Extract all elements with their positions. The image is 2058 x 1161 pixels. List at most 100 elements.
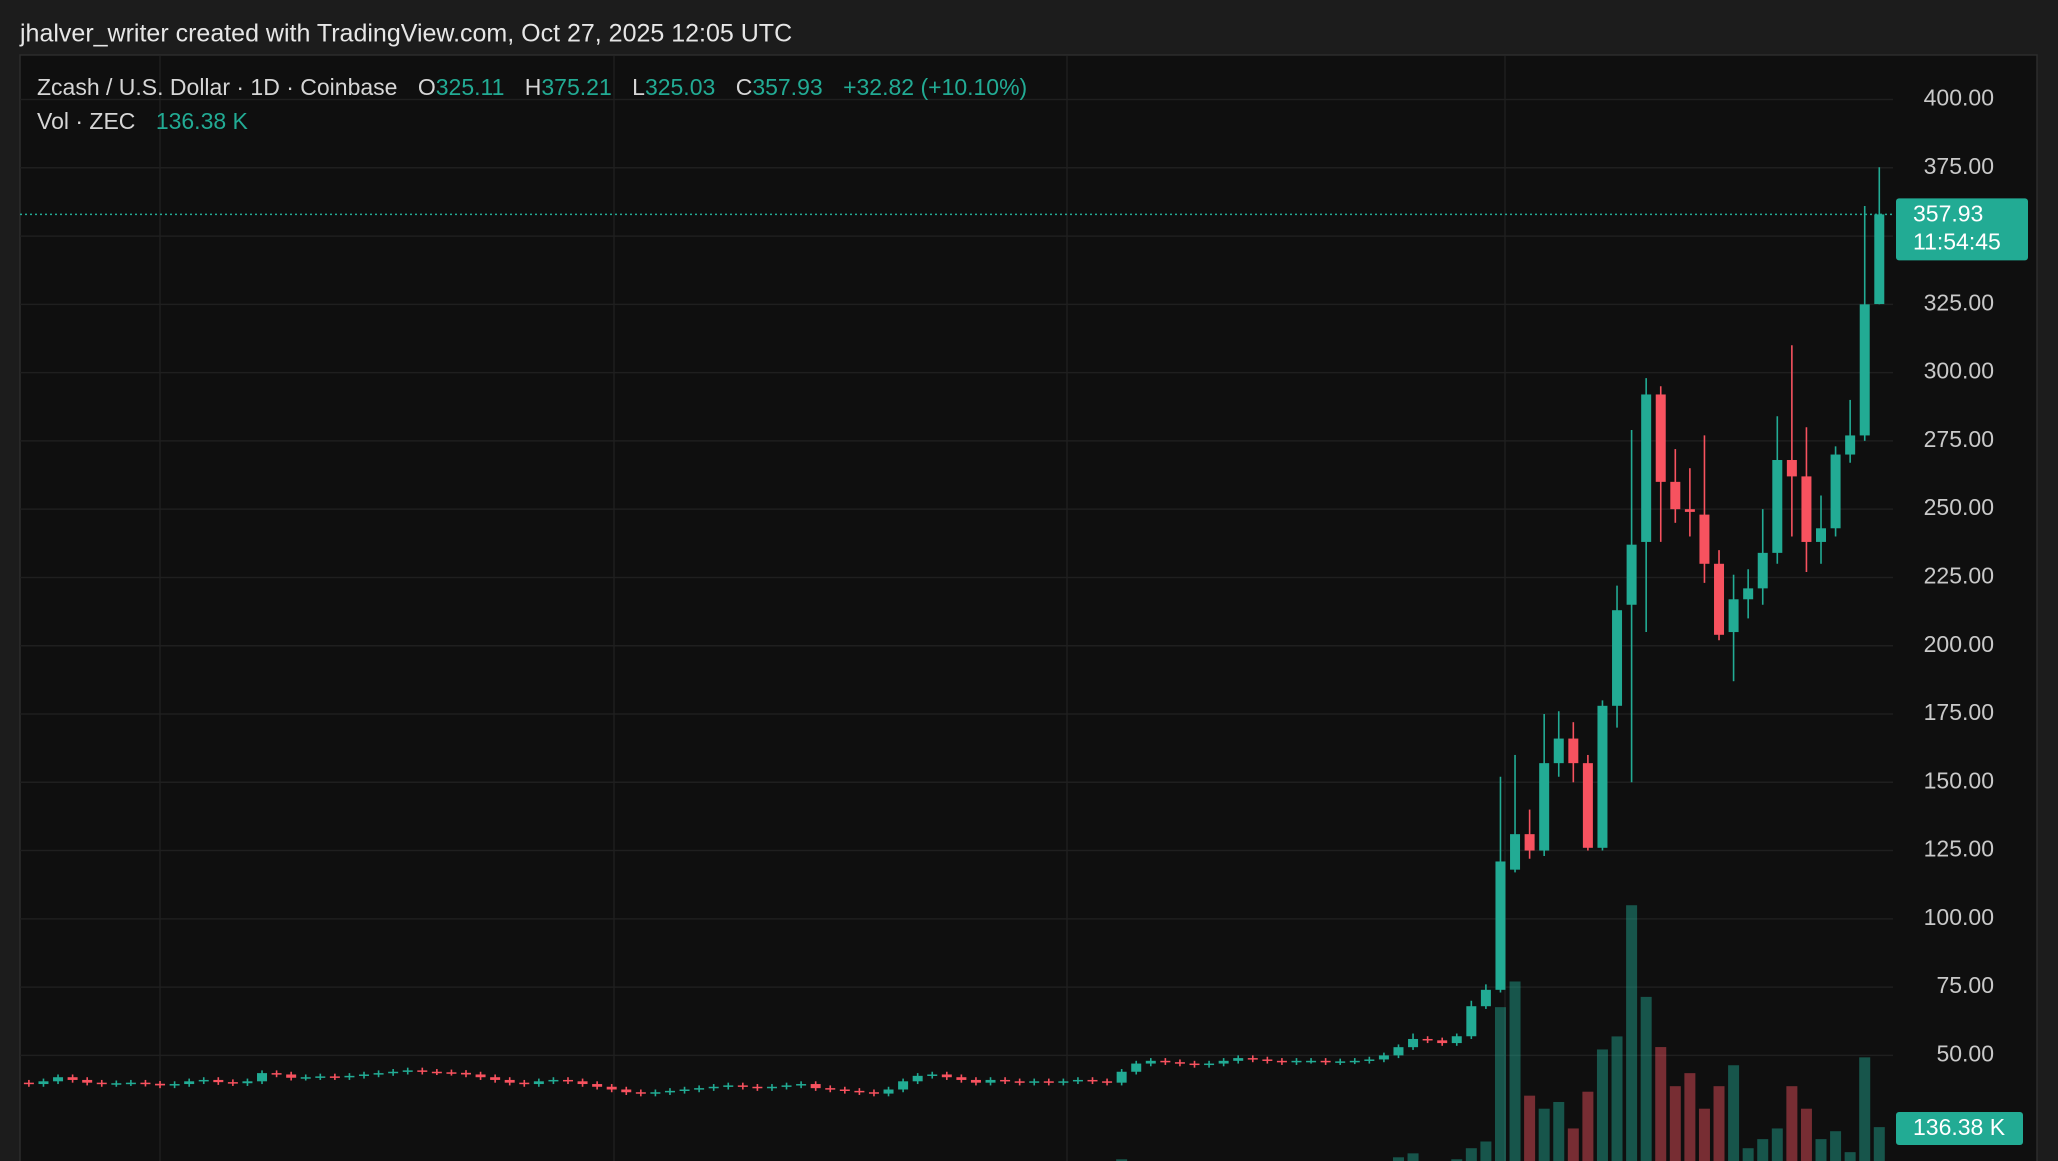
candle-body bbox=[825, 1088, 836, 1090]
volume-title: Vol · ZEC bbox=[37, 108, 135, 134]
candle-body bbox=[970, 1079, 981, 1083]
candle-body bbox=[1408, 1038, 1419, 1048]
candle-body bbox=[1393, 1047, 1404, 1056]
volume-bar bbox=[1669, 1086, 1681, 1161]
volume-bar bbox=[1116, 1159, 1128, 1161]
candle-body bbox=[883, 1089, 894, 1094]
y-tick-label: 75.00 bbox=[1936, 972, 1994, 998]
volume-bar bbox=[1655, 1047, 1667, 1161]
volume-bar bbox=[1538, 1108, 1550, 1161]
legend-letter: C bbox=[736, 74, 753, 100]
volume-bar bbox=[1713, 1086, 1725, 1161]
candle-body bbox=[490, 1077, 501, 1080]
legend-letter: O bbox=[418, 74, 436, 100]
candle-body bbox=[359, 1074, 370, 1076]
candle-body bbox=[1262, 1059, 1273, 1061]
volume-bar bbox=[1771, 1128, 1783, 1161]
candle-body bbox=[868, 1092, 879, 1094]
candle-body bbox=[431, 1071, 442, 1074]
price-tag-label: 357.93 bbox=[1913, 200, 1983, 226]
candle-body bbox=[1874, 214, 1885, 305]
candle-body bbox=[708, 1086, 719, 1089]
legend-low: 325.03 bbox=[645, 74, 715, 100]
volume-bar bbox=[1524, 1095, 1536, 1161]
candle-body bbox=[1553, 738, 1564, 764]
candle-body bbox=[796, 1084, 807, 1086]
candle-body bbox=[1160, 1060, 1171, 1063]
volume-tag-label: 136.38 K bbox=[1913, 1114, 2006, 1140]
candle-body bbox=[1801, 476, 1812, 542]
candle-body bbox=[1364, 1059, 1375, 1061]
volume-bars bbox=[1116, 905, 1885, 1161]
candle-body bbox=[1291, 1060, 1302, 1063]
candle-body bbox=[606, 1086, 617, 1090]
candle-body bbox=[38, 1081, 49, 1085]
candle-body bbox=[1131, 1063, 1142, 1072]
candle-body bbox=[344, 1075, 355, 1078]
candle-body bbox=[562, 1079, 573, 1082]
candle-body bbox=[1072, 1079, 1083, 1082]
candle-body bbox=[96, 1082, 107, 1085]
candle-body bbox=[53, 1077, 64, 1082]
y-tick-label: 375.00 bbox=[1924, 153, 1994, 179]
candle-body bbox=[1786, 460, 1797, 477]
volume-bar bbox=[1640, 996, 1652, 1161]
candle-body bbox=[1480, 989, 1491, 1007]
y-tick-label: 100.00 bbox=[1924, 904, 1994, 930]
candle-body bbox=[1306, 1060, 1317, 1063]
volume-bar bbox=[1451, 1159, 1463, 1161]
legend-change: +32.82 (+10.10%) bbox=[843, 74, 1027, 100]
candle-body bbox=[446, 1072, 457, 1074]
candle-body bbox=[271, 1073, 282, 1075]
candle-body bbox=[300, 1077, 311, 1079]
candle-body bbox=[1830, 454, 1841, 529]
candle-body bbox=[664, 1090, 675, 1093]
candle-body bbox=[155, 1083, 166, 1086]
volume-legend: Vol · ZEC 136.38 K bbox=[37, 108, 249, 134]
candle-body bbox=[1582, 763, 1593, 848]
candle-body bbox=[1743, 588, 1754, 600]
candle-body bbox=[227, 1082, 238, 1084]
volume-bar bbox=[1407, 1153, 1419, 1161]
candle-body bbox=[1495, 861, 1506, 990]
candle-body bbox=[388, 1071, 399, 1074]
y-tick-label: 50.00 bbox=[1936, 1040, 1994, 1066]
chart-pane bbox=[19, 54, 2038, 1161]
candle-body bbox=[839, 1089, 850, 1092]
candle-body bbox=[650, 1092, 661, 1094]
candle-body bbox=[956, 1077, 967, 1080]
candle-body bbox=[1816, 528, 1827, 542]
legend-close: 357.93 bbox=[752, 74, 822, 100]
candle-body bbox=[941, 1074, 952, 1078]
candle-body bbox=[621, 1089, 632, 1093]
candle-body bbox=[23, 1082, 34, 1085]
candle-body bbox=[723, 1085, 734, 1087]
legend-title: Zcash / U.S. Dollar · 1D · Coinbase bbox=[37, 74, 397, 100]
candle-body bbox=[242, 1081, 253, 1084]
candle-body bbox=[1655, 394, 1666, 482]
candle-body bbox=[1233, 1058, 1244, 1061]
candle-body bbox=[1116, 1071, 1127, 1083]
candle-body bbox=[125, 1082, 136, 1085]
candle-body bbox=[1204, 1063, 1215, 1066]
legend-letter: H bbox=[525, 74, 542, 100]
volume-bar bbox=[1611, 1036, 1623, 1161]
legend-letter: L bbox=[632, 74, 645, 100]
candle-body bbox=[1437, 1040, 1448, 1044]
volume-bar bbox=[1800, 1108, 1812, 1161]
volume-bar bbox=[1830, 1131, 1842, 1161]
y-tick-label: 125.00 bbox=[1924, 836, 1994, 862]
volume-bar bbox=[1509, 981, 1521, 1161]
y-tick-label: 400.00 bbox=[1924, 85, 1994, 111]
candle-body bbox=[417, 1070, 428, 1072]
candle-body bbox=[1699, 514, 1710, 564]
candle-body bbox=[912, 1075, 923, 1082]
candle-body bbox=[1189, 1063, 1200, 1066]
y-tick-label: 150.00 bbox=[1924, 767, 1994, 793]
candle-body bbox=[1276, 1060, 1287, 1063]
candle-body bbox=[985, 1079, 996, 1083]
candle-body bbox=[1451, 1036, 1462, 1044]
candle-body bbox=[1349, 1060, 1360, 1063]
candle-body bbox=[402, 1070, 413, 1072]
